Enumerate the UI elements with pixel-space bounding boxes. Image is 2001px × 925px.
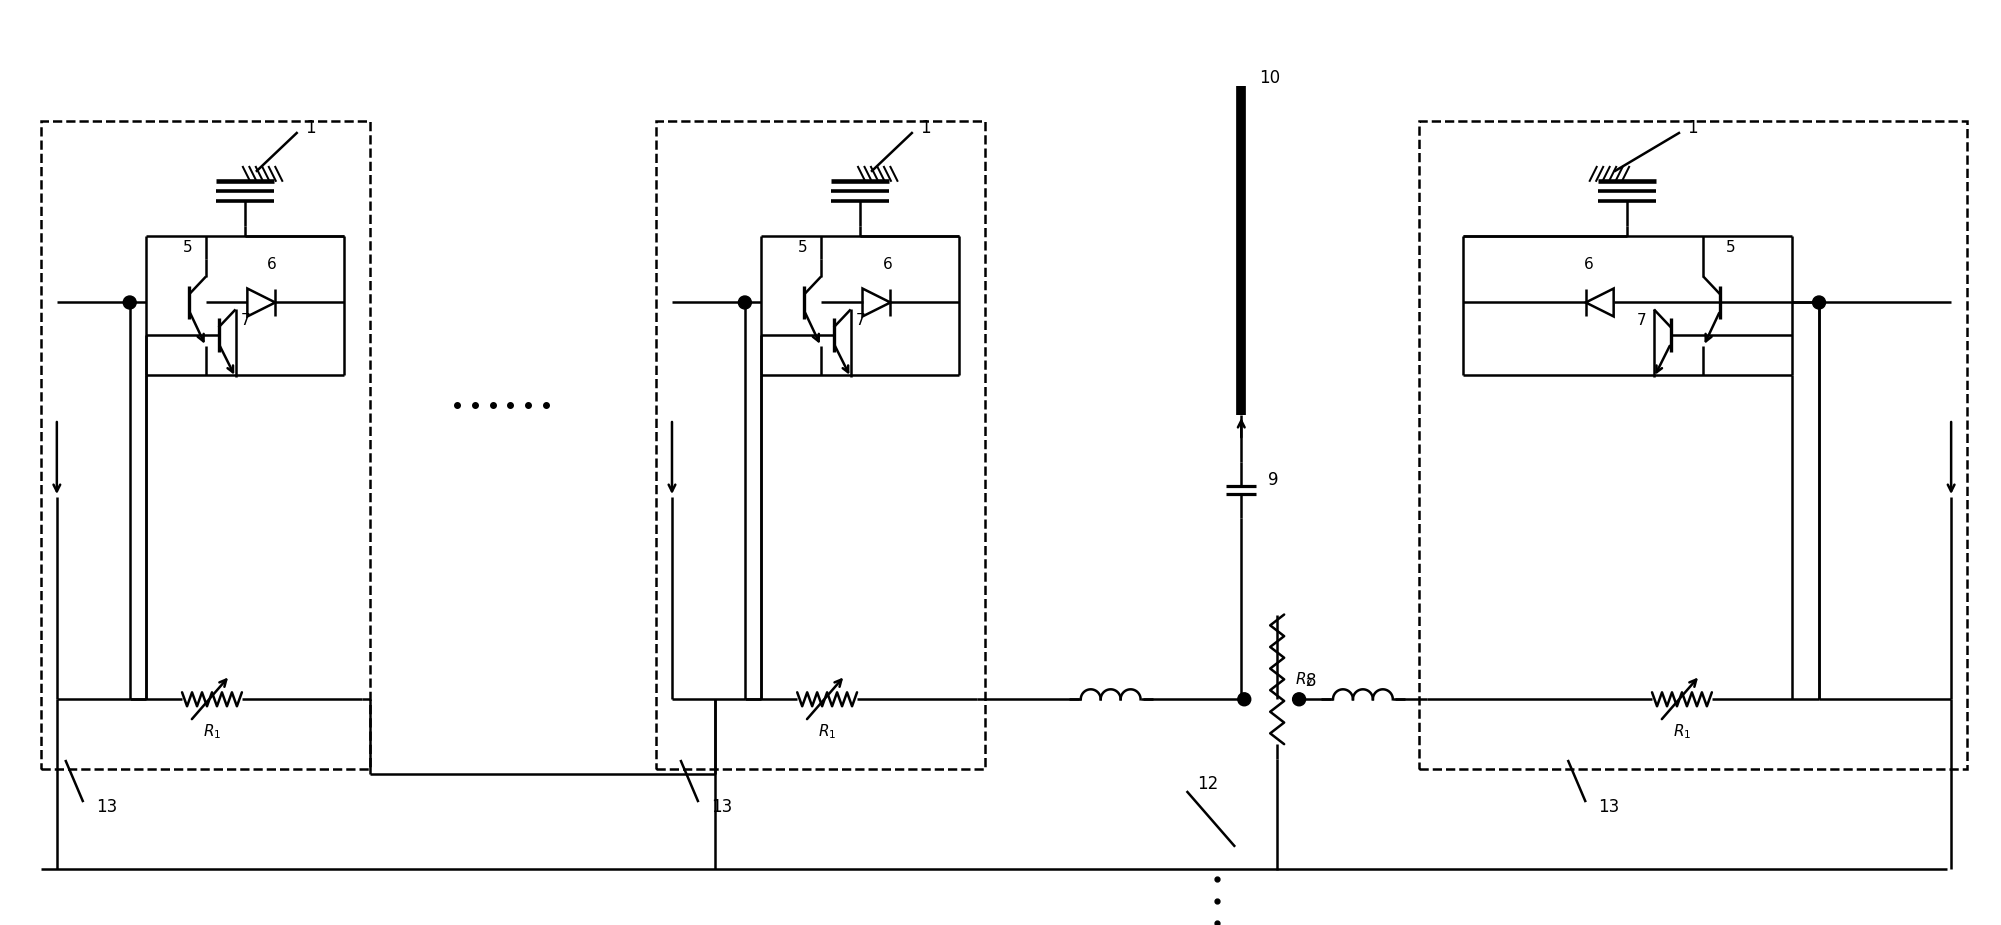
Text: 1: 1	[920, 119, 930, 137]
Text: 12: 12	[1197, 775, 1219, 793]
Text: 5: 5	[182, 240, 192, 255]
Text: 6: 6	[1585, 257, 1593, 272]
Text: 7: 7	[856, 313, 864, 328]
Circle shape	[1239, 693, 1251, 706]
Text: 13: 13	[96, 798, 116, 816]
Text: $R_1$: $R_1$	[1673, 722, 1691, 741]
Text: 6: 6	[268, 257, 276, 272]
Text: 13: 13	[710, 798, 732, 816]
Text: $R_2$: $R_2$	[1295, 670, 1313, 689]
Text: 7: 7	[240, 313, 250, 328]
Text: 5: 5	[798, 240, 808, 255]
Circle shape	[738, 296, 750, 309]
Text: 1: 1	[1687, 119, 1697, 137]
Text: 10: 10	[1259, 69, 1281, 87]
Text: 1: 1	[304, 119, 316, 137]
Text: 13: 13	[1599, 798, 1619, 816]
Text: 7: 7	[1637, 313, 1647, 328]
Text: 9: 9	[1269, 471, 1279, 489]
Bar	[656, 121, 984, 769]
Text: 5: 5	[1727, 240, 1737, 255]
Circle shape	[124, 296, 136, 309]
Text: $R_1$: $R_1$	[818, 722, 836, 741]
Text: 8: 8	[1307, 672, 1317, 690]
Bar	[1419, 121, 1967, 769]
Text: 6: 6	[882, 257, 892, 272]
Bar	[40, 121, 370, 769]
Circle shape	[1813, 296, 1825, 309]
Text: $R_1$: $R_1$	[202, 722, 222, 741]
Circle shape	[1293, 693, 1305, 706]
